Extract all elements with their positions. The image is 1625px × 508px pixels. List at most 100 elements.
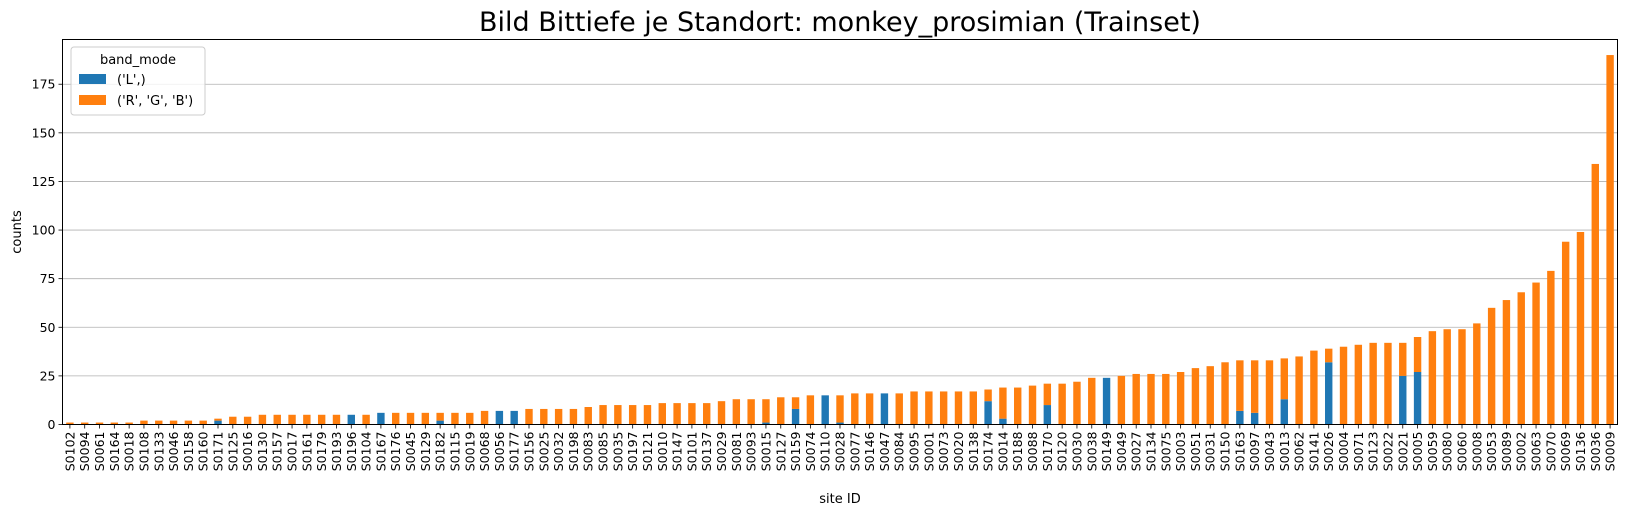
x-tick-label: S0160 <box>196 431 211 471</box>
y-tick-label: 50 <box>40 320 56 335</box>
bar-rgb <box>1473 323 1481 425</box>
bar-rgb <box>1043 383 1052 406</box>
x-tick-label: S0170 <box>1040 431 1055 471</box>
bar-l <box>1043 405 1052 425</box>
x-tick-label: S0159 <box>788 431 803 471</box>
x-tick-label: S0008 <box>1469 431 1484 471</box>
x-tick-label: S0171 <box>211 432 226 472</box>
x-tick-label: S0047 <box>877 432 892 472</box>
bar-rgb <box>1561 241 1570 425</box>
bar-rgb <box>1073 381 1081 425</box>
bar-rgb <box>599 405 607 425</box>
x-tick-label: S0070 <box>1543 431 1558 471</box>
bar-rgb <box>628 405 637 425</box>
x-tick-label: S0094 <box>77 431 92 471</box>
x-tick-label: S0182 <box>433 432 448 472</box>
bar-rgb <box>554 408 563 425</box>
bar-l <box>347 414 355 425</box>
bar-rgb <box>865 393 874 425</box>
bar-rgb <box>466 412 474 425</box>
x-tick-label: S0009 <box>1603 431 1618 471</box>
x-tick-label: S0031 <box>1203 432 1218 472</box>
bar-l <box>377 412 385 425</box>
bar-l <box>984 401 992 425</box>
bar-rgb <box>1325 348 1333 363</box>
bar-rgb <box>1339 346 1348 425</box>
bar-rgb <box>1014 387 1022 425</box>
x-tick-label: S0157 <box>270 432 285 472</box>
x-tick-label: S0102 <box>62 432 77 472</box>
y-tick-label: 125 <box>32 174 56 189</box>
bar-rgb <box>1576 232 1585 425</box>
bar-rgb <box>895 393 903 425</box>
bar-l <box>836 422 844 425</box>
bar-rgb <box>806 395 815 425</box>
x-tick-label: S0016 <box>240 431 255 471</box>
bar-rgb <box>1162 373 1170 425</box>
bar-l <box>1325 362 1333 425</box>
bar-rgb <box>1147 373 1155 425</box>
bar-rgb <box>273 414 281 425</box>
x-tick-label: S0193 <box>329 432 344 472</box>
x-tick-label: S0177 <box>507 432 522 472</box>
bar-rgb <box>421 412 430 425</box>
x-tick-label: S0088 <box>1025 431 1040 471</box>
x-tick-label: S0081 <box>729 432 744 472</box>
bar-rgb <box>969 391 977 425</box>
x-tick-label: S0095 <box>907 432 922 472</box>
bar-rgb <box>984 389 992 402</box>
bar-rgb <box>317 414 326 425</box>
bar-rgb <box>1428 331 1437 425</box>
bar-rgb <box>125 422 133 425</box>
legend: band_mode ('L',) ('R', 'G', 'B') <box>70 46 206 116</box>
bar-rgb <box>688 403 696 425</box>
bar-rgb <box>1399 342 1407 376</box>
x-tick-label: S0068 <box>477 431 492 471</box>
x-axis: S0102 S0094 S0061 S0164 S0018 S0108 S0133 S0046… <box>62 424 1618 472</box>
x-tick-label: S0136 <box>1573 431 1588 471</box>
x-tick-label: S0167 <box>373 432 388 472</box>
bar-rgb <box>1413 337 1422 372</box>
bar-rgb <box>525 408 533 425</box>
x-tick-label: S0027 <box>1129 432 1144 472</box>
bar-rgb <box>436 412 444 421</box>
y-tick-label: 75 <box>40 271 56 286</box>
legend-title: band_mode <box>100 53 176 68</box>
x-tick-label: S0038 <box>1084 431 1099 471</box>
x-tick-label: S0071 <box>1351 432 1366 472</box>
bar-rgb <box>81 422 89 425</box>
bar-rgb <box>243 416 252 425</box>
x-tick-label: S0127 <box>773 432 788 472</box>
bar-rgb <box>791 397 800 409</box>
x-tick-label: S0032 <box>551 432 566 472</box>
bar-rgb <box>584 407 592 425</box>
x-tick-label: S0019 <box>462 431 477 471</box>
x-tick-label: S0059 <box>1425 431 1440 471</box>
bar-rgb <box>703 403 711 425</box>
bar-rgb <box>1369 342 1377 425</box>
x-tick-label: S0080 <box>1440 431 1455 471</box>
x-tick-label: S0021 <box>1395 432 1410 472</box>
bar-rgb <box>1384 342 1392 425</box>
x-tick-label: S0130 <box>255 431 270 471</box>
x-tick-label: S0010 <box>655 431 670 471</box>
bar-rgb <box>406 412 415 425</box>
bar-rgb <box>925 391 933 425</box>
y-axis-label: counts <box>10 210 25 254</box>
bar-l <box>762 422 770 425</box>
bar-l <box>821 395 829 425</box>
x-tick-label: S0129 <box>418 431 433 471</box>
bar-l <box>1250 412 1259 425</box>
bar-rgb <box>673 403 681 425</box>
x-tick-label: S0073 <box>936 432 951 472</box>
x-tick-label: S0085 <box>596 432 611 472</box>
x-tick-label: S0003 <box>1173 432 1188 472</box>
bar-rgb <box>140 420 148 425</box>
bar-rgb <box>717 401 726 425</box>
bar-l <box>214 420 222 425</box>
x-tick-label: S0025 <box>536 432 551 472</box>
bar-rgb <box>451 412 459 425</box>
x-tick-label: S0018 <box>122 431 137 471</box>
bar-rgb <box>540 408 548 425</box>
x-tick-label: S0125 <box>225 432 240 472</box>
